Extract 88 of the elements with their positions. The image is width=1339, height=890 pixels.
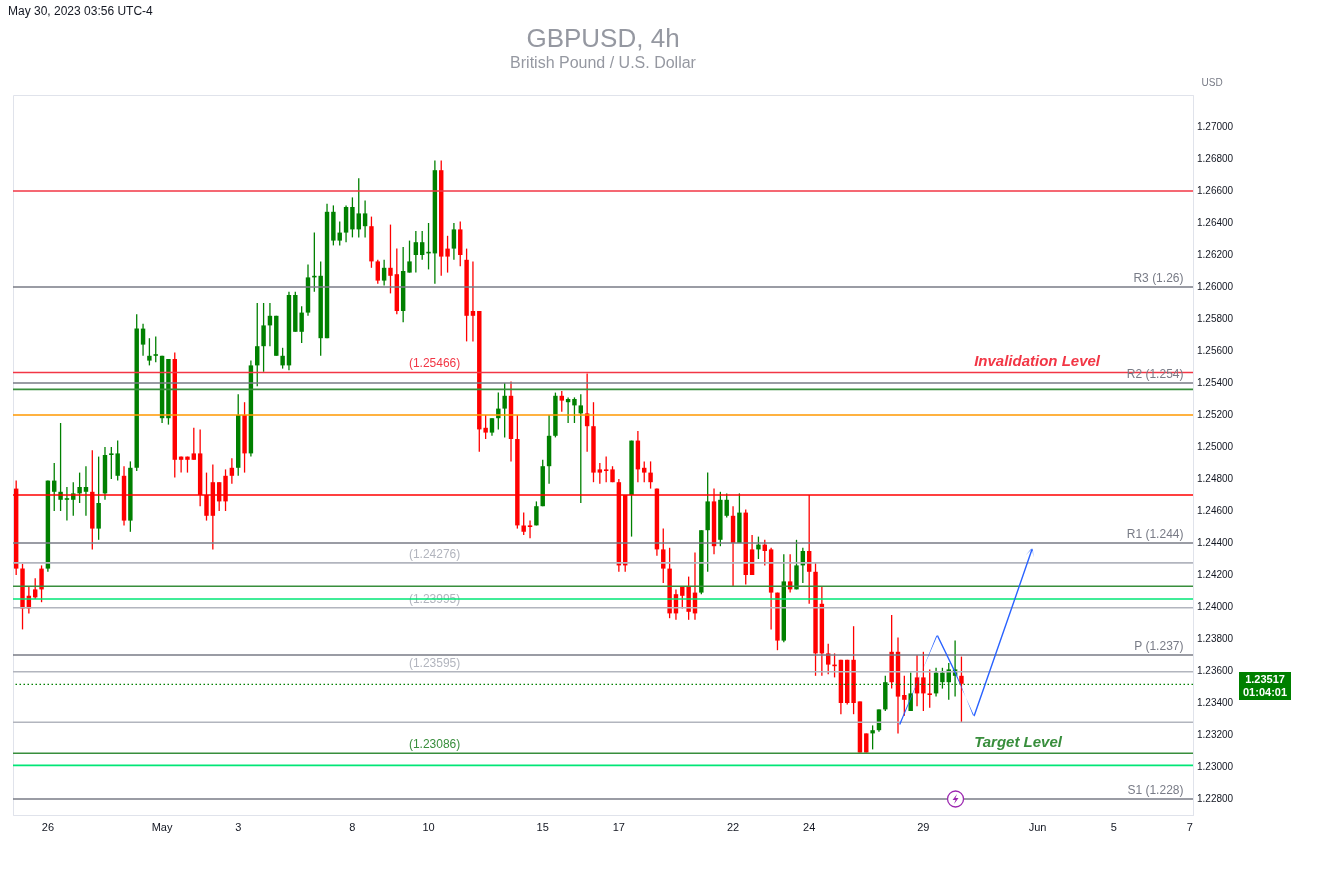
x-tick-label: 17: [612, 820, 625, 833]
text: May 30, 2023 03:56 UTC-4: [8, 4, 153, 18]
candlestick: [451, 222, 457, 261]
chart-title: GBPUSD, 4h: [526, 23, 680, 53]
x-tick-label: May: [151, 820, 173, 833]
candlestick: [83, 465, 89, 517]
ref-line-label: (1.23595): [408, 655, 461, 670]
candlestick: [756, 535, 761, 560]
candlestick: [261, 302, 266, 373]
x-tick-label: 3: [235, 820, 242, 833]
y-tick-label: 1.26200: [1197, 249, 1234, 260]
candlestick: [559, 390, 564, 413]
candlestick: [413, 230, 419, 274]
candlestick: [362, 199, 368, 239]
x-tick-label: 22: [726, 820, 740, 833]
candlestick: [502, 382, 507, 439]
candlestick: [280, 347, 285, 370]
y-tick-label: 1.24800: [1197, 473, 1234, 484]
candlestick: [603, 455, 609, 483]
annotation: Target Level: [974, 733, 1063, 751]
ref-line-label: (1.23086): [408, 737, 461, 752]
y-tick-label: 1.23400: [1197, 697, 1234, 708]
y-tick-label: 1.24200: [1197, 569, 1234, 580]
ref-line-label: P (1.237): [1134, 639, 1184, 653]
candlestick: [191, 427, 197, 461]
ref-line-label: R3 (1.26): [1133, 271, 1184, 285]
y-tick-label: 1.23600: [1197, 665, 1234, 676]
x-tick-label: 10: [422, 820, 435, 833]
candlestick: [350, 196, 355, 239]
candlestick: [388, 223, 393, 295]
y-tick-label: 1.22800: [1197, 793, 1234, 804]
candlestick: [572, 396, 577, 424]
candlestick: [153, 335, 158, 363]
candlestick: [902, 675, 907, 717]
y-tick-label: 1.23800: [1197, 633, 1234, 644]
y-tick-label: 1.25000: [1197, 441, 1234, 452]
candlestick: [527, 519, 533, 539]
candlestick: [356, 177, 361, 239]
ref-line-label: (1.24276): [408, 546, 461, 561]
candlestick: [597, 462, 603, 485]
candlestick: [927, 668, 932, 709]
x-tick-label: 7: [1186, 820, 1193, 833]
y-tick-label: 1.25400: [1197, 377, 1234, 388]
x-tick-label: 29: [917, 820, 930, 833]
candlestick: [870, 724, 875, 751]
ref-line-label: S1 (1.228): [1127, 783, 1184, 797]
x-tick-label: 5: [1110, 820, 1117, 833]
y-tick-label: 1.25600: [1197, 345, 1234, 356]
y-tick-label: 1.23200: [1197, 729, 1234, 740]
y-tick-label: 1.24000: [1197, 601, 1234, 612]
y-tick-label: 1.25200: [1197, 409, 1234, 420]
candlestick: [39, 564, 44, 603]
text: 01:04:01: [1243, 685, 1288, 699]
candlestick: [77, 471, 82, 504]
candlestick: [959, 655, 964, 723]
candlestick: [64, 486, 70, 522]
ref-line-label: (1.25466): [408, 356, 461, 371]
candlestick: [521, 511, 526, 536]
candlestick: [407, 239, 412, 274]
y-tick-label: 1.26800: [1197, 153, 1234, 164]
y-tick-label: 1.27000: [1197, 121, 1234, 132]
x-tick-label: Jun: [1028, 820, 1047, 833]
y-tick-label: 1.26600: [1197, 185, 1234, 196]
x-tick-label: 8: [349, 820, 356, 833]
y-tick-label: 1.26000: [1197, 281, 1234, 292]
candlestick: [419, 230, 425, 261]
candlestick: [921, 651, 926, 712]
y-tick-label: 1.23000: [1197, 761, 1234, 772]
x-tick-label: 15: [536, 820, 549, 833]
y-tick-label: 1.25800: [1197, 313, 1234, 324]
candlestick: [147, 337, 152, 367]
x-tick-label: 26: [41, 820, 55, 833]
candlestick: [445, 235, 450, 274]
x-tick-label: 24: [803, 820, 816, 833]
chart-subtitle: British Pound / U.S. Dollar: [510, 54, 697, 71]
y-tick-label: 1.26400: [1197, 217, 1234, 228]
ref-line-label: R1 (1.244): [1126, 527, 1184, 541]
y-tick-label: 1.24400: [1197, 537, 1234, 548]
text: 1.23517: [1244, 672, 1286, 686]
candlestick: [648, 460, 653, 490]
y-axis-title: USD: [1201, 76, 1223, 88]
candlestick: [381, 259, 387, 287]
candlestick: [140, 323, 146, 357]
annotation: Invalidation Level: [974, 352, 1101, 370]
y-tick-label: 1.24600: [1197, 505, 1234, 516]
candlestick: [375, 259, 381, 285]
candlestick: [470, 260, 476, 343]
candlestick: [642, 460, 647, 483]
